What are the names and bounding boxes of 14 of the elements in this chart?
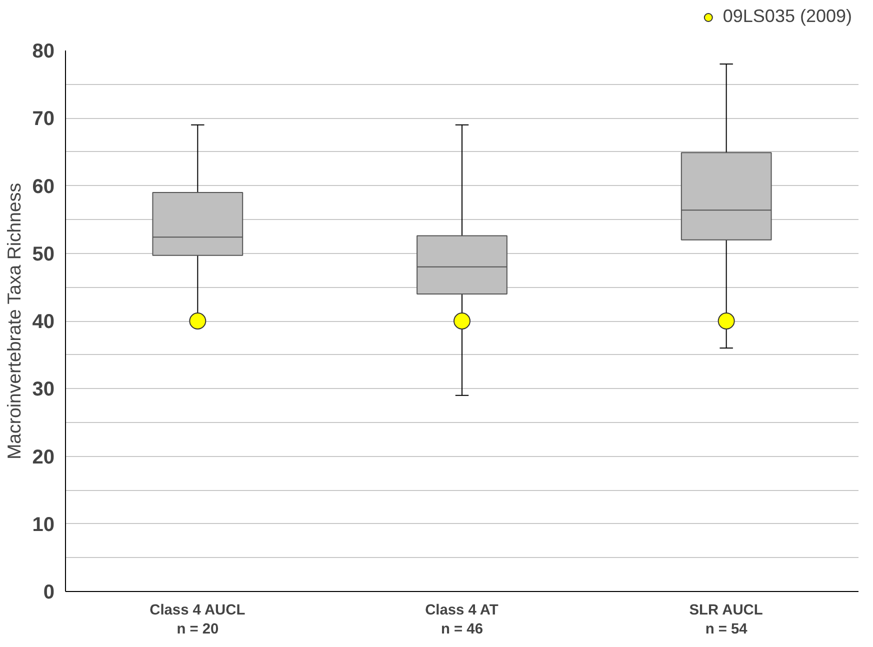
y-tick-label: 0 [43,582,54,604]
y-tick-label: 40 [32,311,55,333]
y-tick-label: 70 [32,108,55,130]
x-tick-label: Class 4 AUCL n = 20 [150,602,246,638]
y-tick-label: 50 [32,243,55,266]
y-tick-label: 30 [32,378,55,401]
legend-label: 09LS035 (2009) [722,6,852,27]
y-tick-label: 60 [32,176,55,198]
y-tick-label: 20 [32,446,55,468]
y-axis-title: Macroinvertebrate Taxa Richness [3,182,24,460]
y-tick-label: 10 [32,514,55,536]
x-tick-label: SLR AUCL n = 54 [689,602,763,638]
y-tick-label: 80 [32,40,55,62]
x-tick-label: Class 4 AT n = 46 [425,602,498,638]
